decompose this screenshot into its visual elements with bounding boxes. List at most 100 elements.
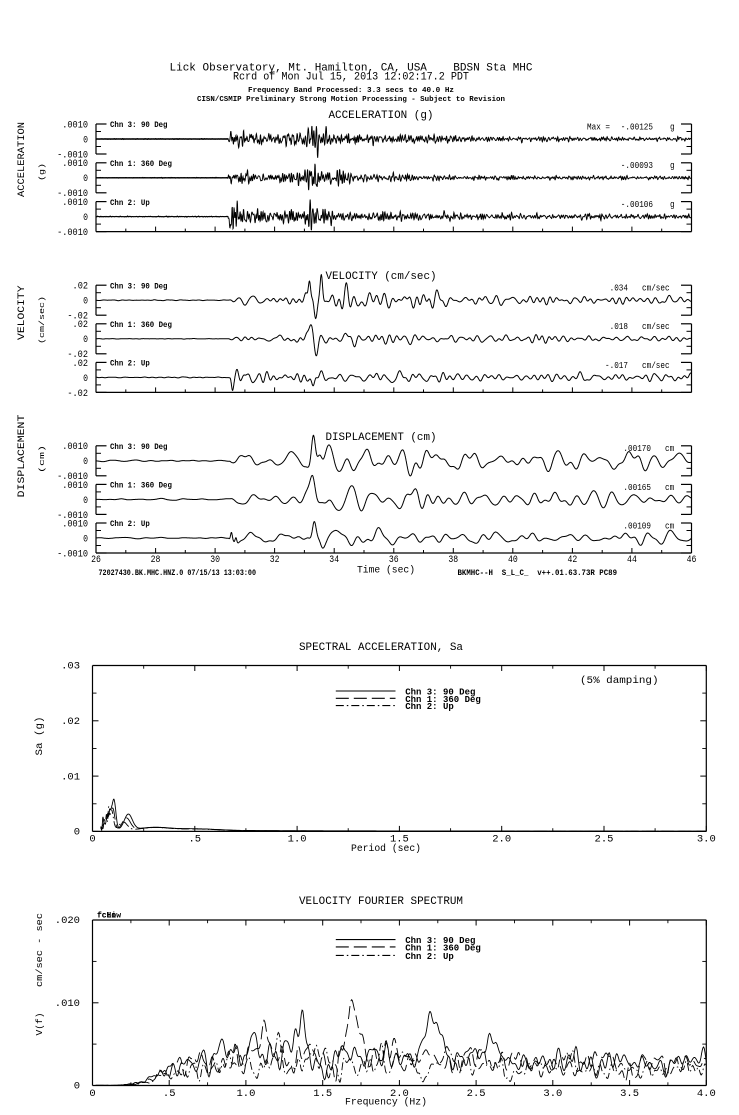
svg-text:-.0010: -.0010 bbox=[57, 511, 88, 522]
svg-text:V(f): V(f) bbox=[34, 1013, 45, 1036]
svg-text:30: 30 bbox=[210, 555, 220, 566]
svg-text:38: 38 bbox=[448, 555, 458, 566]
svg-text:3.5: 3.5 bbox=[620, 1088, 639, 1100]
svg-text:Chn 1: 360 Deg: Chn 1: 360 Deg bbox=[110, 481, 172, 491]
svg-text:Sa (g): Sa (g) bbox=[34, 717, 46, 756]
svg-text:g: g bbox=[670, 122, 675, 132]
svg-text:.0010: .0010 bbox=[62, 442, 88, 453]
svg-text:Lick Observatory, Mt. Hamilton: Lick Observatory, Mt. Hamilton, CA, USA … bbox=[170, 63, 534, 75]
svg-text:Rcrd of Mon Jul 15, 2013 12:02: Rcrd of Mon Jul 15, 2013 12:02:17.2 PDT bbox=[233, 72, 469, 84]
svg-text:46: 46 bbox=[687, 555, 697, 566]
svg-text:ACCELERATION (g): ACCELERATION (g) bbox=[329, 110, 434, 122]
svg-text:-.0010: -.0010 bbox=[57, 472, 88, 483]
svg-text:-.02: -.02 bbox=[67, 312, 88, 323]
svg-text:.5: .5 bbox=[163, 1088, 176, 1100]
svg-text:.03: .03 bbox=[61, 661, 80, 673]
svg-text:.00170: .00170 bbox=[623, 444, 651, 454]
svg-text:cm: cm bbox=[665, 483, 674, 493]
svg-text:2.5: 2.5 bbox=[595, 834, 614, 846]
svg-text:DISPLACEMENT: DISPLACEMENT bbox=[16, 415, 28, 498]
svg-text:1.0: 1.0 bbox=[237, 1088, 256, 1100]
svg-text:40: 40 bbox=[508, 555, 518, 566]
svg-text:.02: .02 bbox=[73, 320, 88, 331]
svg-text:Period (sec): Period (sec) bbox=[351, 843, 421, 854]
svg-text:Chn 2: Up: Chn 2: Up bbox=[405, 952, 454, 962]
svg-text:(cm/sec): (cm/sec) bbox=[39, 296, 47, 344]
svg-text:26: 26 bbox=[91, 555, 101, 566]
svg-text:0: 0 bbox=[83, 213, 88, 224]
svg-text:cm/sec - sec: cm/sec - sec bbox=[34, 913, 45, 987]
svg-text:36: 36 bbox=[389, 555, 399, 566]
svg-text:.018: .018 bbox=[610, 322, 628, 332]
svg-text:(5% damping): (5% damping) bbox=[580, 675, 659, 687]
svg-text:Frequency (Hz): Frequency (Hz) bbox=[345, 1096, 427, 1107]
svg-text:(cm): (cm) bbox=[39, 445, 47, 473]
svg-text:0: 0 bbox=[83, 534, 88, 545]
svg-text:Chn 2: Up: Chn 2: Up bbox=[405, 702, 454, 712]
svg-text:.0010: .0010 bbox=[62, 120, 88, 131]
svg-text:0: 0 bbox=[83, 374, 88, 385]
svg-text:Chn 2: Up: Chn 2: Up bbox=[110, 359, 150, 369]
svg-text:Chn 3: 90 Deg: Chn 3: 90 Deg bbox=[405, 688, 475, 698]
svg-text:-.00106: -.00106 bbox=[621, 200, 653, 210]
svg-text:.02: .02 bbox=[73, 282, 88, 293]
svg-text:g: g bbox=[670, 161, 675, 171]
svg-text:.020: .020 bbox=[55, 915, 80, 927]
svg-text:.02: .02 bbox=[61, 716, 80, 728]
svg-text:VELOCITY: VELOCITY bbox=[16, 285, 28, 340]
svg-text:0: 0 bbox=[83, 496, 88, 507]
svg-text:Chn 3: 90 Deg: Chn 3: 90 Deg bbox=[405, 936, 475, 946]
svg-text:-.0010: -.0010 bbox=[57, 150, 88, 161]
svg-text:3.0: 3.0 bbox=[697, 834, 716, 846]
svg-text:.00109: .00109 bbox=[623, 521, 651, 531]
svg-text:fcHi: fcHi bbox=[97, 911, 116, 921]
svg-text:cm/sec: cm/sec bbox=[642, 322, 670, 332]
svg-text:.01: .01 bbox=[61, 771, 80, 783]
svg-text:0: 0 bbox=[83, 297, 88, 308]
svg-text:Chn 3: 90 Deg: Chn 3: 90 Deg bbox=[110, 442, 167, 452]
svg-text:42: 42 bbox=[568, 555, 578, 566]
svg-text:Chn 1: 360 Deg: Chn 1: 360 Deg bbox=[405, 943, 481, 953]
svg-text:1.0: 1.0 bbox=[288, 834, 307, 846]
svg-text:32: 32 bbox=[270, 555, 280, 566]
svg-text:0: 0 bbox=[83, 335, 88, 346]
svg-text:2.0: 2.0 bbox=[390, 1088, 409, 1100]
svg-text:VELOCITY FOURIER SPECTRUM: VELOCITY FOURIER SPECTRUM bbox=[299, 896, 463, 908]
svg-text:DISPLACEMENT (cm): DISPLACEMENT (cm) bbox=[326, 432, 437, 444]
svg-text:Chn 2: Up: Chn 2: Up bbox=[110, 519, 150, 529]
svg-text:g: g bbox=[670, 200, 675, 210]
svg-text:0: 0 bbox=[83, 135, 88, 146]
svg-text:VELOCITY (cm/sec): VELOCITY (cm/sec) bbox=[326, 271, 437, 283]
svg-text:44: 44 bbox=[627, 555, 637, 566]
svg-text:0: 0 bbox=[74, 827, 80, 839]
svg-text:0: 0 bbox=[89, 1088, 95, 1100]
svg-text:Chn 2: Up: Chn 2: Up bbox=[110, 198, 150, 208]
svg-text:.02: .02 bbox=[73, 359, 88, 370]
svg-text:0: 0 bbox=[74, 1081, 80, 1093]
svg-text:-.00093: -.00093 bbox=[621, 161, 653, 171]
svg-text:0: 0 bbox=[89, 834, 95, 846]
svg-text:3.0: 3.0 bbox=[543, 1088, 562, 1100]
svg-text:72027430.BK.MHC.HNZ.0 07/15/13: 72027430.BK.MHC.HNZ.0 07/15/13 13:03:00 bbox=[99, 569, 257, 578]
svg-text:ACCELERATION: ACCELERATION bbox=[16, 122, 28, 197]
svg-text:Chn 1: 360 Deg: Chn 1: 360 Deg bbox=[110, 159, 172, 169]
svg-text:.5: .5 bbox=[189, 834, 202, 846]
svg-text:Time (sec): Time (sec) bbox=[357, 565, 415, 576]
svg-text:4.0: 4.0 bbox=[697, 1088, 716, 1100]
svg-text:1.5: 1.5 bbox=[390, 834, 409, 846]
svg-text:-.00125: -.00125 bbox=[621, 122, 653, 132]
svg-text:Frequency Band Processed: 3.3: Frequency Band Processed: 3.3 secs to 40… bbox=[248, 87, 454, 95]
svg-text:-.0010: -.0010 bbox=[57, 228, 88, 239]
svg-text:0: 0 bbox=[83, 457, 88, 468]
svg-text:cm: cm bbox=[665, 444, 674, 454]
svg-text:cm/sec: cm/sec bbox=[642, 361, 670, 371]
svg-text:2.0: 2.0 bbox=[492, 834, 511, 846]
svg-text:-.02: -.02 bbox=[67, 389, 88, 400]
svg-text:fcLow: fcLow bbox=[97, 911, 121, 921]
svg-text:-.0010: -.0010 bbox=[57, 189, 88, 200]
svg-text:-.02: -.02 bbox=[67, 350, 88, 361]
svg-text:CISN/CSMIP Preliminary Strong: CISN/CSMIP Preliminary Strong Motion Pro… bbox=[197, 96, 505, 104]
svg-text:Max =: Max = bbox=[587, 122, 610, 132]
svg-text:0: 0 bbox=[83, 174, 88, 185]
svg-text:Chn 1: 360 Deg: Chn 1: 360 Deg bbox=[110, 320, 172, 330]
